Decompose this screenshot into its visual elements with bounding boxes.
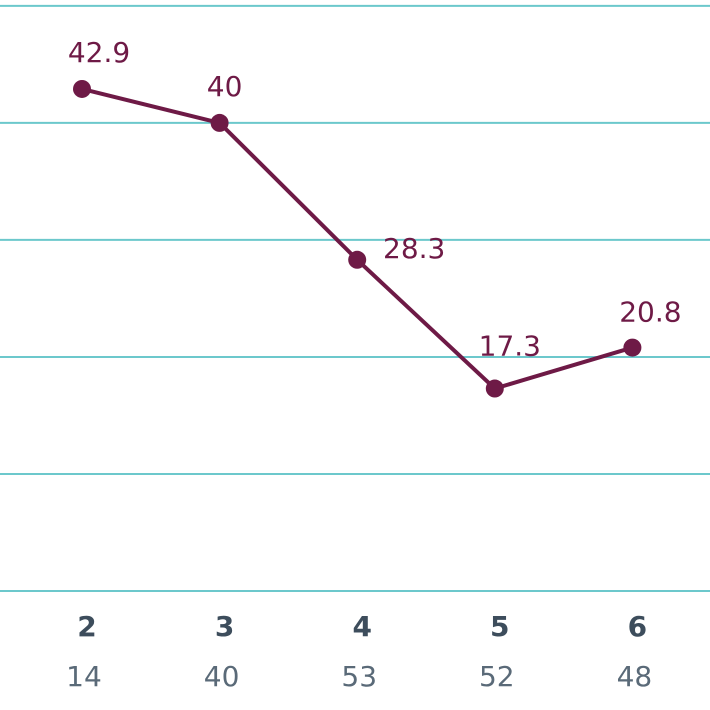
x-sublabel: 48 — [617, 660, 653, 693]
x-sublabel: 52 — [479, 660, 515, 693]
x-tick-label: 2 — [77, 610, 96, 643]
x-tick-label: 6 — [628, 610, 647, 643]
value-label: 20.8 — [619, 296, 681, 329]
data-point — [485, 379, 504, 398]
x-tick-label: 3 — [215, 610, 234, 643]
x-tick-label: 5 — [490, 610, 509, 643]
data-line — [81, 87, 633, 391]
data-point — [623, 338, 642, 357]
data-point — [210, 113, 229, 132]
x-sublabel: 40 — [204, 660, 240, 693]
data-point — [73, 79, 91, 98]
value-label: 28.3 — [383, 232, 445, 265]
x-sublabel: 14 — [66, 660, 102, 693]
x-sublabel: 53 — [341, 660, 377, 693]
x-tick-label: 4 — [352, 610, 371, 643]
value-label: 42.9 — [68, 36, 130, 69]
data-point — [348, 250, 367, 269]
value-label: 40 — [207, 70, 243, 103]
value-label: 17.3 — [479, 330, 541, 363]
